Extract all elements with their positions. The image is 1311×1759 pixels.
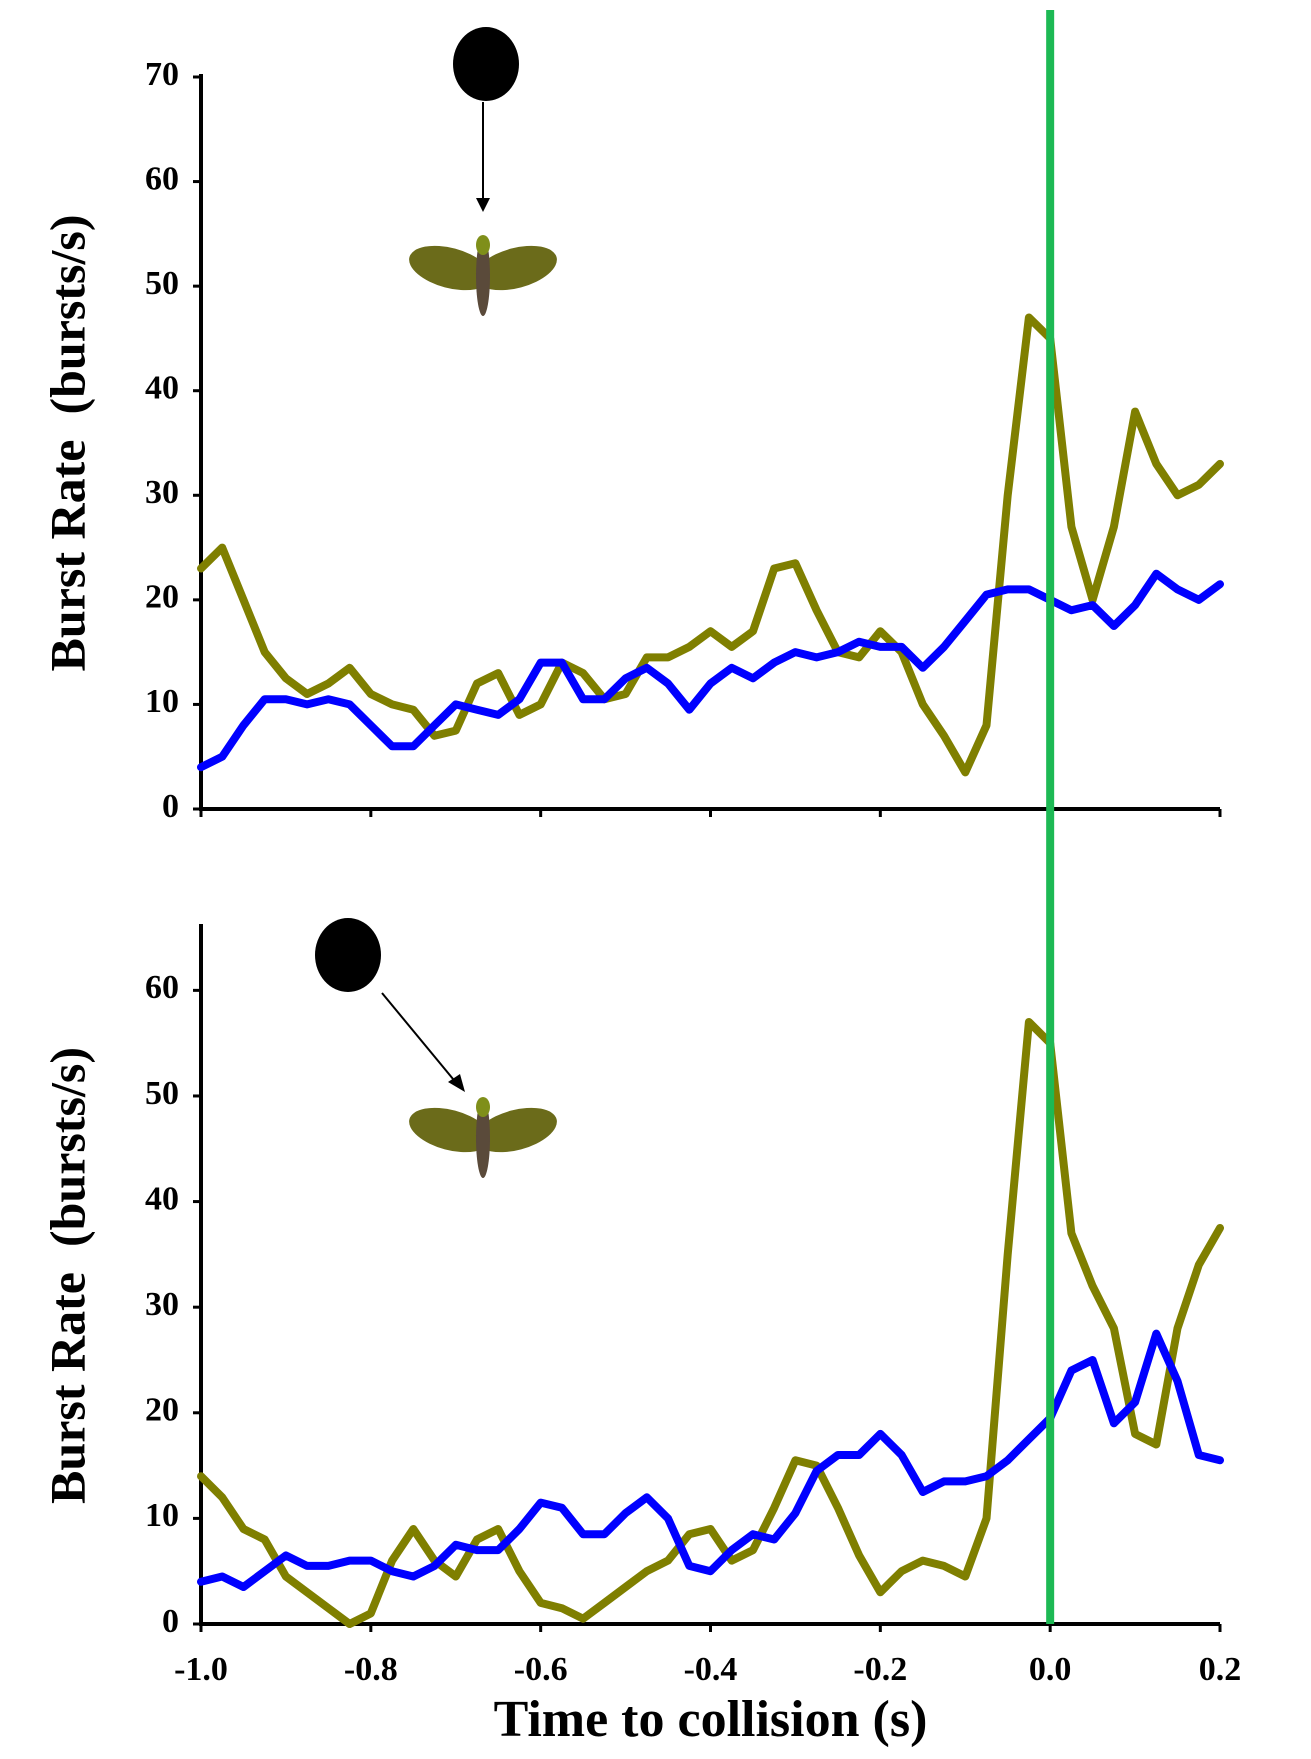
x-tick-label: -0.4 [684, 1651, 738, 1688]
y-tick-label: 70 [145, 56, 179, 93]
y-tick-label: 60 [145, 160, 179, 197]
y-tick-label: 20 [145, 579, 179, 616]
y-tick-label: 40 [145, 1180, 179, 1217]
x-tick-label: -0.2 [853, 1651, 907, 1688]
x-tick-label: -1.0 [174, 1651, 228, 1688]
y-tick-label: 30 [145, 474, 179, 511]
y-axis-label: Burst Rate (bursts/s) [39, 215, 95, 672]
y-tick-label: 20 [145, 1392, 179, 1429]
x-axis-label: Time to collision (s) [494, 1691, 928, 1748]
data-line [197, 1329, 1224, 1591]
y-tick-label: 30 [145, 1286, 179, 1323]
x-tick-label: -0.6 [514, 1651, 568, 1688]
y-axis-label: Burst Rate (bursts/s) [39, 1047, 95, 1504]
y-tick-label: 0 [162, 788, 179, 825]
stimulus-icon-top [409, 27, 557, 316]
stimulus-icon-bottom [315, 918, 557, 1178]
y-tick-label: 0 [162, 1603, 179, 1640]
y-tick-label: 60 [145, 969, 179, 1006]
y-tick-label: 40 [145, 370, 179, 407]
x-tick-label: -0.8 [344, 1651, 398, 1688]
y-tick-label: 50 [145, 1075, 179, 1112]
data-line [197, 1018, 1224, 1628]
y-tick-label: 10 [145, 1497, 179, 1534]
y-tick-label: 10 [145, 683, 179, 720]
x-tick-label: 0.2 [1199, 1651, 1242, 1688]
y-tick-label: 50 [145, 265, 179, 302]
x-tick-label: 0.0 [1029, 1651, 1072, 1688]
